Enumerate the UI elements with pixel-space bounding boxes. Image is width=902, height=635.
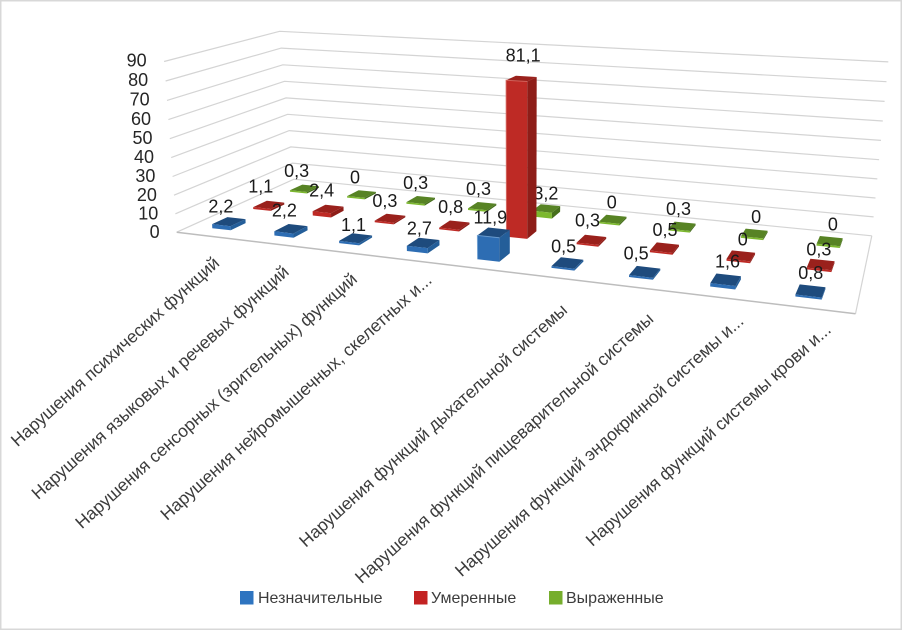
svg-text:70: 70 xyxy=(130,90,150,110)
svg-text:0: 0 xyxy=(607,193,617,213)
svg-text:0,3: 0,3 xyxy=(666,199,691,219)
svg-text:20: 20 xyxy=(137,185,157,205)
svg-text:0: 0 xyxy=(350,167,360,187)
svg-text:81,1: 81,1 xyxy=(506,45,541,65)
svg-text:60: 60 xyxy=(131,109,151,129)
svg-text:0,5: 0,5 xyxy=(551,237,576,257)
svg-text:Выраженные: Выраженные xyxy=(566,590,664,607)
svg-text:80: 80 xyxy=(128,70,148,90)
svg-text:1,6: 1,6 xyxy=(715,252,740,272)
svg-text:2,2: 2,2 xyxy=(272,201,297,221)
svg-text:0,8: 0,8 xyxy=(798,263,823,283)
svg-text:0,5: 0,5 xyxy=(624,244,649,264)
svg-text:0,3: 0,3 xyxy=(575,211,600,231)
svg-text:30: 30 xyxy=(135,166,155,186)
svg-text:2,2: 2,2 xyxy=(208,196,233,216)
svg-text:Незначительные: Незначительные xyxy=(258,590,383,607)
svg-text:10: 10 xyxy=(138,204,158,224)
svg-text:11,9: 11,9 xyxy=(473,207,507,227)
svg-text:0,3: 0,3 xyxy=(403,173,428,193)
svg-text:90: 90 xyxy=(127,51,147,71)
svg-text:0,3: 0,3 xyxy=(372,191,397,211)
svg-text:0: 0 xyxy=(828,215,838,235)
svg-text:0,8: 0,8 xyxy=(438,197,463,217)
svg-text:3,2: 3,2 xyxy=(533,183,558,203)
svg-text:40: 40 xyxy=(134,147,154,167)
svg-text:0,3: 0,3 xyxy=(466,179,491,199)
svg-text:0,3: 0,3 xyxy=(806,239,831,259)
svg-text:0,5: 0,5 xyxy=(652,220,677,240)
svg-text:1,1: 1,1 xyxy=(341,215,366,235)
svg-text:0: 0 xyxy=(150,222,160,242)
svg-text:0: 0 xyxy=(751,207,761,227)
svg-text:2,7: 2,7 xyxy=(407,219,432,239)
svg-text:0: 0 xyxy=(738,229,748,249)
svg-text:Умеренные: Умеренные xyxy=(431,590,516,607)
svg-text:50: 50 xyxy=(132,128,152,148)
svg-text:0,3: 0,3 xyxy=(284,161,309,181)
svg-text:2,4: 2,4 xyxy=(309,181,334,201)
svg-text:1,1: 1,1 xyxy=(248,177,273,197)
